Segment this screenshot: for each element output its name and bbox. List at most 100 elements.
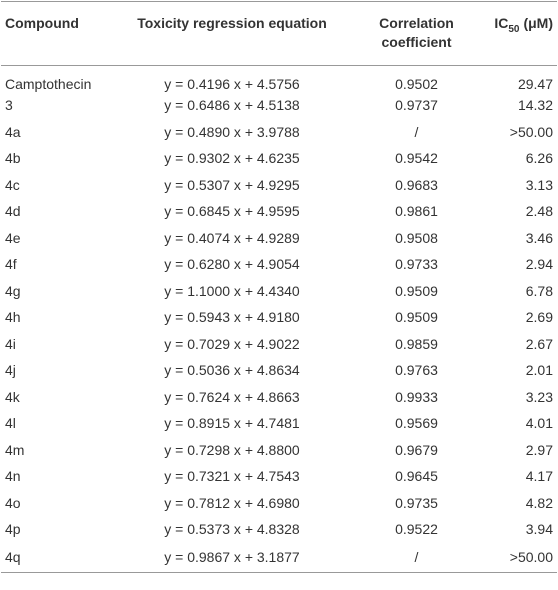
table-cell: 0.9733: [395, 256, 438, 273]
table-cell: >50.00: [509, 123, 553, 140]
table-cell: 0.9683: [395, 176, 438, 193]
header-text: IC: [494, 15, 509, 31]
table-cell: y = 0.7321 x + 4.7543: [164, 468, 300, 485]
table-row: 3 y = 0.6486 x + 4.5138 0.9737 14.32: [1, 92, 557, 119]
table-row: 4a y = 0.4890 x + 3.9788 / >50.00: [1, 119, 557, 146]
table-cell: 2.67: [525, 335, 553, 352]
header-unit: (μM): [523, 15, 553, 31]
table-cell: y = 0.5036 x + 4.8634: [164, 362, 300, 379]
table-row: 4b y = 0.9302 x + 4.6235 0.9542 6.26: [1, 145, 557, 172]
table-cell: 4f: [5, 256, 17, 273]
table-cell: y = 0.5307 x + 4.9295: [164, 176, 300, 193]
table-cell: y = 0.6280 x + 4.9054: [164, 256, 300, 273]
table-cell: 4p: [5, 521, 21, 538]
table-cell: 0.9737: [395, 97, 438, 114]
table-cell: 6.78: [525, 282, 553, 299]
table-cell: y = 0.8915 x + 4.7481: [164, 415, 300, 432]
table-cell: 4l: [5, 415, 16, 432]
table-cell: y = 0.4890 x + 3.9788: [164, 123, 300, 140]
table-cell: Camptothecin: [5, 76, 92, 92]
table-cell: 4a: [5, 123, 21, 140]
table-cell: 0.9763: [395, 362, 438, 379]
table-cell: 0.9509: [395, 309, 438, 326]
table-row: Camptothecin y = 0.4196 x + 4.5756 0.9502 2…: [1, 66, 557, 92]
table-row: 4p y = 0.5373 x + 4.8328 0.9522 3.94: [1, 516, 557, 543]
table-cell: 0.9645: [395, 468, 438, 485]
header-cell: Toxicity regression equation: [137, 15, 327, 31]
table-header: Compound Toxicity regression equation Corr…: [1, 1, 557, 66]
table-body: Camptothecin y = 0.4196 x + 4.5756 0.9502 2…: [1, 66, 557, 573]
table-cell: 4d: [5, 203, 21, 220]
table-cell: y = 0.9302 x + 4.6235: [164, 150, 300, 167]
table-cell: 3: [5, 97, 13, 114]
table-cell: 4.01: [525, 415, 553, 432]
table-cell: 0.9502: [395, 76, 438, 92]
table-row: 4d y = 0.6845 x + 4.9595 0.9861 2.48: [1, 198, 557, 225]
table-cell: 2.97: [525, 441, 553, 458]
header-row: Compound Toxicity regression equation Corr…: [1, 1, 557, 66]
table-cell: 3.46: [525, 229, 553, 246]
table-cell: >50.00: [509, 549, 553, 566]
table-cell: 0.9933: [395, 388, 438, 405]
table-cell: 4n: [5, 468, 21, 485]
table-cell: y = 1.1000 x + 4.4340: [164, 282, 300, 299]
table-row: 4l y = 0.8915 x + 4.7481 0.9569 4.01: [1, 410, 557, 437]
table-row: 4f y = 0.6280 x + 4.9054 0.9733 2.94: [1, 251, 557, 278]
table-cell: 4.82: [525, 494, 553, 511]
table-cell: 2.94: [525, 256, 553, 273]
table-row: 4e y = 0.4074 x + 4.9289 0.9508 3.46: [1, 225, 557, 252]
table-row: 4k y = 0.7624 x + 4.8663 0.9933 3.23: [1, 384, 557, 411]
table-cell: y = 0.7812 x + 4.6980: [164, 494, 300, 511]
table-cell: y = 0.7298 x + 4.8800: [164, 441, 300, 458]
table-row: 4n y = 0.7321 x + 4.7543 0.9645 4.17: [1, 463, 557, 490]
table-row: 4o y = 0.7812 x + 4.6980 0.9735 4.82: [1, 490, 557, 517]
header-cell: Compound: [5, 15, 79, 31]
table-cell: 3.13: [525, 176, 553, 193]
table-cell: 0.9509: [395, 282, 438, 299]
table-cell: y = 0.7624 x + 4.8663: [164, 388, 300, 405]
table-cell: 3.94: [525, 521, 553, 538]
table-cell: y = 0.7029 x + 4.9022: [164, 335, 300, 352]
table-cell: /: [414, 549, 419, 566]
table-cell: /: [414, 123, 419, 140]
table-cell: 14.32: [517, 97, 553, 114]
header-cell: IC50 (μM): [475, 2, 557, 66]
table-cell: y = 0.4196 x + 4.5756: [164, 76, 300, 92]
table-cell: 4q: [5, 549, 21, 566]
table-cell: 6.26: [525, 150, 553, 167]
table-cell: y = 0.5943 x + 4.9180: [164, 309, 300, 326]
table-cell: 0.9542: [395, 150, 438, 167]
table-cell: 0.9859: [395, 335, 438, 352]
table-cell: 0.9508: [395, 229, 438, 246]
table-cell: y = 0.9867 x + 3.1877: [164, 549, 300, 566]
table-cell: 4k: [5, 388, 20, 405]
table-cell: y = 0.4074 x + 4.9289: [164, 229, 300, 246]
table-row: 4j y = 0.5036 x + 4.8634 0.9763 2.01: [1, 357, 557, 384]
table-cell: y = 0.5373 x + 4.8328: [164, 521, 300, 538]
table-cell: 2.69: [525, 309, 553, 326]
table-cell: 4e: [5, 229, 21, 246]
table-cell: 4g: [5, 282, 21, 299]
table-cell: 0.9679: [395, 441, 438, 458]
table-cell: 0.9569: [395, 415, 438, 432]
table-row: 4g y = 1.1000 x + 4.4340 0.9509 6.78: [1, 278, 557, 305]
table-cell: 2.01: [525, 362, 553, 379]
table-cell: y = 0.6845 x + 4.9595: [164, 203, 300, 220]
table-cell: 3.23: [525, 388, 553, 405]
table-cell: 4o: [5, 494, 21, 511]
table-cell: 4b: [5, 150, 21, 167]
table-cell: 2.48: [525, 203, 553, 220]
table-cell: 0.9735: [395, 494, 438, 511]
table-cell: 4m: [5, 441, 25, 458]
header-cell: Correlation coefficient: [379, 15, 454, 50]
table-cell: 4i: [5, 335, 16, 352]
data-table: Compound Toxicity regression equation Corr…: [1, 1, 557, 573]
table-row: 4h y = 0.5943 x + 4.9180 0.9509 2.69: [1, 304, 557, 331]
table-cell: 0.9522: [395, 521, 438, 538]
table-cell: 29.47: [517, 76, 553, 92]
table-row: 4i y = 0.7029 x + 4.9022 0.9859 2.67: [1, 331, 557, 358]
table-cell: 4c: [5, 176, 20, 193]
table-cell: 4j: [5, 362, 16, 379]
table-row: 4q y = 0.9867 x + 3.1877 / >50.00: [1, 543, 557, 573]
